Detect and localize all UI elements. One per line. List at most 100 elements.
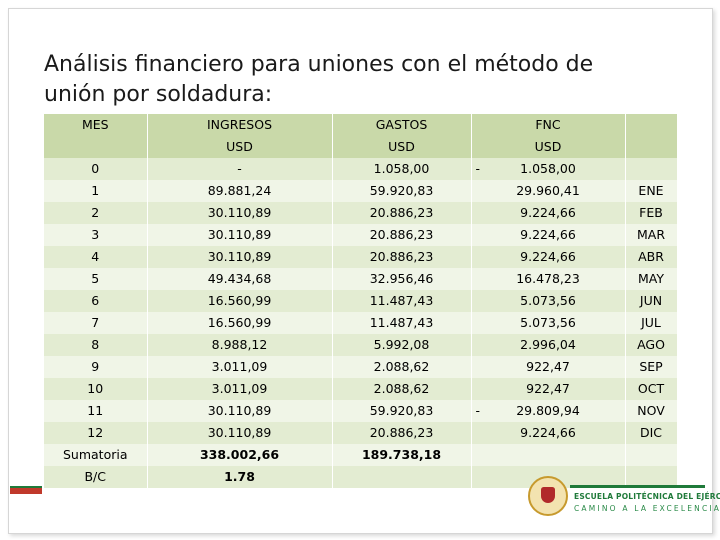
cell-mes: 7 xyxy=(44,312,148,334)
cell-ingresos: 30.110,89 xyxy=(147,202,333,224)
cell-mes: 3 xyxy=(44,224,148,246)
cell-mes: 10 xyxy=(44,378,148,400)
bc-row: B/C 1.78 xyxy=(44,466,678,488)
cell-gastos: 20.886,23 xyxy=(332,224,472,246)
cell-ingresos: 30.110,89 xyxy=(147,224,333,246)
cell-ingresos: 89.881,24 xyxy=(147,180,333,202)
cell-mes: 12 xyxy=(44,422,148,444)
fnc-value: 9.224,66 xyxy=(520,425,576,440)
cell-mes: 0 xyxy=(44,158,148,180)
cell-gastos: 20.886,23 xyxy=(332,422,472,444)
bc-gastos xyxy=(332,466,472,488)
cell-month: NOV xyxy=(625,400,678,422)
cell-mes: 11 xyxy=(44,400,148,422)
table-row: 0-1.058,00-1.058,00 xyxy=(44,158,678,180)
cell-gastos: 59.920,83 xyxy=(332,180,472,202)
cell-month: ENE xyxy=(625,180,678,202)
table-row: 3 30.110,89 20.886,23 9.224,66 MAR xyxy=(44,224,678,246)
cell-fnc: 9.224,66 xyxy=(471,224,626,246)
bc-label: B/C xyxy=(44,466,148,488)
table-row: 9 3.011,09 2.088,62 922,47 SEP xyxy=(44,356,678,378)
fnc-value: 9.224,66 xyxy=(520,205,576,220)
cell-fnc: 29.960,41 xyxy=(471,180,626,202)
cell-fnc: 5.073,56 xyxy=(471,290,626,312)
header-gastos: GASTOS USD xyxy=(332,114,472,158)
cell-gastos: 59.920,83 xyxy=(332,400,472,422)
cell-ingresos: 3.011,09 xyxy=(147,356,333,378)
table-row: 12 30.110,89 20.886,23 9.224,66 DIC xyxy=(44,422,678,444)
cell-fnc: - 1.058,00 xyxy=(471,158,626,180)
header-mes: MES xyxy=(44,114,148,158)
cell-mes: 4 xyxy=(44,246,148,268)
table-row: 5 49.434,68 32.956,46 16.478,23 MAY xyxy=(44,268,678,290)
cell-ingresos: 30.110,89 xyxy=(147,246,333,268)
sumatoria-month xyxy=(625,444,678,466)
footer-left-bar xyxy=(10,486,42,494)
header-month xyxy=(625,114,678,158)
fnc-value: 9.224,66 xyxy=(520,249,576,264)
table-row: 2 30.110,89 20.886,23 9.224,66 FEB xyxy=(44,202,678,224)
cell-fnc: 922,47 xyxy=(471,356,626,378)
cell-month: FEB xyxy=(625,202,678,224)
cell-month: ABR xyxy=(625,246,678,268)
cell-month: AGO xyxy=(625,334,678,356)
cell-gastos: 1.058,00 xyxy=(332,158,472,180)
slide-title: Análisis financiero para uniones con el … xyxy=(44,52,594,107)
cell-month: OCT xyxy=(625,378,678,400)
table-row: 8 8.988,12 5.992,08 2.996,04 AGO xyxy=(44,334,678,356)
cell-fnc: - 29.809,94 xyxy=(471,400,626,422)
cell-month: DIC xyxy=(625,422,678,444)
table-row: 10 3.011,09 2.088,62 922,47 OCT xyxy=(44,378,678,400)
sumatoria-gastos: 189.738,18 xyxy=(332,444,472,466)
sumatoria-row: Sumatoria 338.002,66 189.738,18 xyxy=(44,444,678,466)
fnc-value: 5.073,56 xyxy=(520,315,576,330)
cell-month: SEP xyxy=(625,356,678,378)
cell-gastos: 2.088,62 xyxy=(332,378,472,400)
fnc-sign: - xyxy=(475,161,481,176)
fnc-value: 5.073,56 xyxy=(520,293,576,308)
cell-month: JUL xyxy=(625,312,678,334)
header-row: MES INGRESOS USD GASTOS USD FNC USD xyxy=(44,114,678,158)
fnc-value: 16.478,23 xyxy=(516,271,580,286)
cell-ingresos: - xyxy=(147,158,333,180)
cell-ingresos: 3.011,09 xyxy=(147,378,333,400)
cell-gastos: 11.487,43 xyxy=(332,312,472,334)
footer-motto: CAMINO A LA EXCELENCIA xyxy=(574,504,720,513)
table-row: 1 89.881,24 59.920,83 29.960,41 ENE xyxy=(44,180,678,202)
cell-fnc: 2.996,04 xyxy=(471,334,626,356)
cell-fnc: 9.224,66 xyxy=(471,202,626,224)
fnc-value: 2.996,04 xyxy=(520,337,576,352)
cell-mes: 9 xyxy=(44,356,148,378)
financial-table: MES INGRESOS USD GASTOS USD FNC USD 0-1.058… xyxy=(44,114,678,488)
fnc-value: 9.224,66 xyxy=(520,227,576,242)
cell-fnc: 9.224,66 xyxy=(471,246,626,268)
cell-ingresos: 16.560,99 xyxy=(147,312,333,334)
cell-mes: 6 xyxy=(44,290,148,312)
fnc-value: 29.960,41 xyxy=(516,183,580,198)
cell-mes: 2 xyxy=(44,202,148,224)
cell-mes: 1 xyxy=(44,180,148,202)
table-row: 11 30.110,89 59.920,83- 29.809,94 NOV xyxy=(44,400,678,422)
sumatoria-fnc xyxy=(471,444,626,466)
sumatoria-ingresos: 338.002,66 xyxy=(147,444,333,466)
header-ingresos: INGRESOS USD xyxy=(147,114,333,158)
cell-fnc: 16.478,23 xyxy=(471,268,626,290)
footer-institution-name: ESCUELA POLITÉCNICA DEL EJÉRCITO xyxy=(574,492,720,501)
institution-seal-icon xyxy=(528,476,568,516)
cell-ingresos: 16.560,99 xyxy=(147,290,333,312)
cell-gastos: 5.992,08 xyxy=(332,334,472,356)
fnc-value: 922,47 xyxy=(526,381,570,396)
header-fnc: FNC USD xyxy=(471,114,626,158)
cell-month xyxy=(625,158,678,180)
fnc-value: 922,47 xyxy=(526,359,570,374)
fnc-sign: - xyxy=(475,403,481,418)
table-row: 7 16.560,99 11.487,43 5.073,56 JUL xyxy=(44,312,678,334)
fnc-value: 29.809,94 xyxy=(516,403,580,418)
footer-green-line xyxy=(570,485,705,488)
cell-ingresos: 30.110,89 xyxy=(147,422,333,444)
table-row: 4 30.110,89 20.886,23 9.224,66 ABR xyxy=(44,246,678,268)
cell-ingresos: 30.110,89 xyxy=(147,400,333,422)
bc-value: 1.78 xyxy=(147,466,333,488)
cell-mes: 5 xyxy=(44,268,148,290)
cell-gastos: 2.088,62 xyxy=(332,356,472,378)
